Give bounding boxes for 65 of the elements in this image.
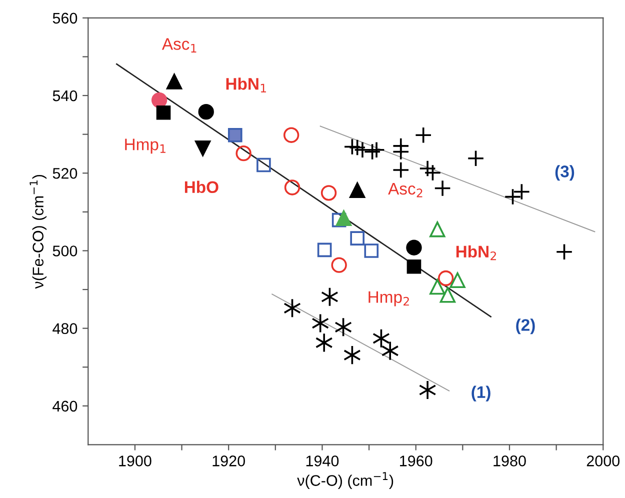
point [331,257,347,273]
x-tick-label: 1900 [119,456,152,466]
point [194,140,211,156]
point [344,138,361,156]
point [236,145,252,162]
point [283,127,300,143]
y-tick-label: 480 [52,323,78,334]
point [364,244,379,258]
x-tick-label: 1920 [212,456,245,466]
point [368,141,386,158]
point [364,143,381,160]
y-tick-label: 560 [52,12,78,24]
point [392,161,410,179]
point [430,278,446,295]
annotation: (3) [555,165,574,181]
point [349,182,366,198]
x-tick-label: 1960 [400,456,432,466]
y-tick-label: 520 [52,168,78,179]
annotation: HbN$_{1}$ [226,78,266,92]
x-tick-label: 1980 [494,456,526,466]
point [392,143,410,160]
y-axis-title: ν(Fe-CO) (cm$^{−1}$) [30,174,47,289]
annotation: Asc$_{2}$ [388,183,422,198]
point [440,287,456,303]
point [418,380,436,400]
annotation: HbN$_{2}$ [456,245,496,260]
y-tick-label: 500 [52,246,78,256]
point [354,141,372,158]
annotation: (1) [472,386,490,402]
point [434,180,452,197]
point [332,212,346,228]
annotation: (2) [516,318,535,334]
point [467,150,484,167]
point [450,272,466,288]
annotation: Asc$_{1}$ [162,38,196,52]
point [350,231,364,246]
point [381,340,399,361]
point [406,259,422,274]
x-tick-label: 2000 [586,456,620,466]
point [317,242,332,258]
point [348,138,366,156]
point [336,210,352,226]
point [320,185,337,201]
annotation: HbO [184,180,218,194]
point [256,158,271,172]
point [424,164,442,182]
point [315,332,333,353]
point [156,105,171,120]
x-axis-title: ν(C-O) (cm$^{−1}$) [297,472,394,489]
y-tick-label: 540 [52,90,78,102]
annotation: Hmp$_{1}$ [125,138,166,154]
point [228,128,242,142]
point [406,240,422,256]
point [151,92,168,108]
point [419,160,436,178]
point [556,243,573,260]
point [438,270,454,286]
x-tick-label: 1940 [306,456,339,466]
point [430,222,446,238]
y-tick-label: 460 [52,400,78,412]
point [166,74,182,90]
point [414,126,432,144]
point [284,180,300,196]
point [198,104,214,120]
annotation: Hmp$_{2}$ [368,291,409,306]
